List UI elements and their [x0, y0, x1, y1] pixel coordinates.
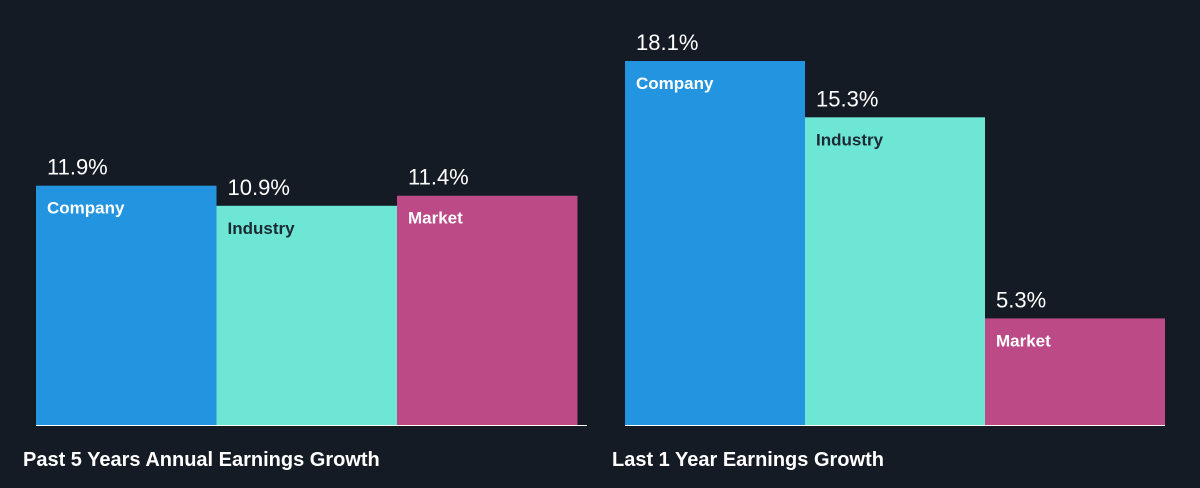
category-label-company: Company: [636, 74, 714, 93]
bar-company: [625, 61, 805, 425]
chart-panel-2: 18.1% Company 15.3% Industry 5.3% Market Last …: [612, 30, 1165, 471]
panel-title: Past 5 Years Annual Earnings Growth: [23, 449, 380, 471]
category-label-company: Company: [47, 199, 125, 218]
bar-company: [36, 185, 217, 425]
value-label-market: 11.4%: [408, 165, 469, 190]
value-label-industry: 10.9%: [228, 175, 290, 200]
value-label-company: 11.9%: [47, 155, 108, 180]
value-label-industry: 15.3%: [816, 86, 878, 111]
value-label-market: 5.3%: [996, 287, 1046, 312]
category-label-market: Market: [996, 331, 1051, 350]
category-label-industry: Industry: [816, 130, 884, 149]
category-label-market: Market: [408, 209, 463, 228]
bar-market: [397, 195, 578, 425]
bar-industry: [216, 205, 397, 425]
bar-industry: [805, 117, 985, 426]
chart-panel-1: 11.9% Company 10.9% Industry 11.4% Market Past…: [23, 155, 587, 471]
bar-market: [985, 318, 1165, 425]
value-label-company: 18.1%: [636, 30, 698, 55]
panel-title: Last 1 Year Earnings Growth: [612, 449, 884, 471]
category-label-industry: Industry: [228, 219, 296, 238]
